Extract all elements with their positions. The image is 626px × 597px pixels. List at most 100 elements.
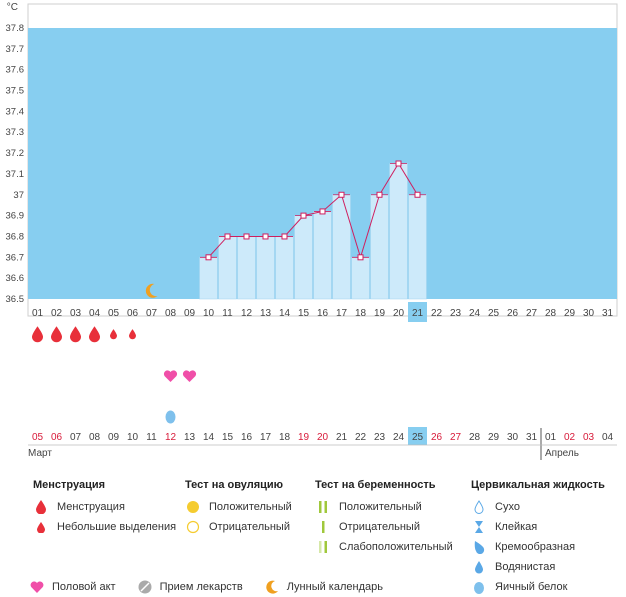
- temperature-bar: [218, 236, 237, 300]
- legend-menstruation-title: Менструация: [33, 479, 106, 491]
- cycle-day-label: 31: [602, 308, 614, 319]
- menstruation-drop-icon: [51, 326, 62, 343]
- legend-cervical-title: Цервикальная жидкость: [471, 479, 605, 491]
- y-tick-label: 37.5: [6, 86, 25, 97]
- cycle-day-label: 24: [469, 308, 481, 319]
- date-label: 28: [469, 432, 481, 443]
- date-label: 17: [260, 432, 272, 443]
- filled-circle-icon: [185, 500, 201, 514]
- legend-item-intercourse: Половой акт: [30, 581, 116, 593]
- moon-icon: [145, 283, 158, 298]
- date-label: 15: [222, 432, 234, 443]
- temperature-bar: [237, 236, 256, 300]
- cycle-day-label: 30: [583, 308, 595, 319]
- cycle-day-label: 26: [507, 308, 519, 319]
- date-label: 22: [355, 432, 367, 443]
- date-label: 27: [450, 432, 462, 443]
- cycle-day-label: 12: [241, 308, 253, 319]
- menstruation-drop-icon: [70, 326, 81, 343]
- date-label: 21: [336, 432, 348, 443]
- cycle-day-label: 11: [222, 308, 233, 319]
- legend-label: Водянистая: [495, 561, 556, 573]
- empty-drop-icon: [471, 500, 487, 514]
- date-label: 11: [146, 432, 157, 443]
- light-bleeding-drop-icon: [129, 329, 136, 340]
- legend-item-dry: Сухо: [471, 497, 605, 517]
- cycle-day-label: 29: [564, 308, 576, 319]
- legend-label: Небольшие выделения: [57, 521, 177, 533]
- temperature-bar: [256, 236, 275, 300]
- temperature-bar: [389, 163, 408, 300]
- temperature-bar: [199, 257, 218, 300]
- date-label: 10: [127, 432, 139, 443]
- cycle-day-label: 05: [108, 308, 120, 319]
- temperature-point: [224, 233, 231, 240]
- legend-label: Сухо: [495, 501, 520, 513]
- y-tick-label: 36.6: [6, 273, 25, 284]
- legend-label: Лунный календарь: [286, 581, 383, 593]
- temperature-bar: [294, 215, 313, 300]
- heart-icon: [30, 581, 44, 593]
- egg-white-icon: [165, 410, 176, 424]
- month-label-start: Март: [28, 448, 52, 459]
- legend-label: Яичный белок: [495, 581, 568, 593]
- temperature-point: [395, 160, 402, 167]
- cycle-day-label: 02: [51, 308, 63, 319]
- month-label-next: Апрель: [545, 448, 579, 459]
- cycle-day-label: 19: [374, 308, 386, 319]
- cycle-day-label: 15: [298, 308, 310, 319]
- date-label: 04: [602, 432, 614, 443]
- cycle-day-label: 03: [70, 308, 82, 319]
- date-label: 06: [51, 432, 63, 443]
- legend-item-sticky: Клейкая: [471, 517, 605, 537]
- temperature-point: [376, 191, 383, 198]
- cycle-day-label: 16: [317, 308, 329, 319]
- temperature-bar: [351, 257, 370, 300]
- temperature-bar: [313, 211, 332, 300]
- date-label: 01: [545, 432, 557, 443]
- one-line-icon: [315, 520, 331, 534]
- empty-circle-icon: [185, 520, 201, 534]
- y-tick-label: 37.7: [6, 44, 25, 55]
- y-axis-unit: °C: [7, 2, 18, 13]
- two-lines-icon: [315, 500, 331, 514]
- cycle-day-highlight: [408, 302, 427, 322]
- date-label: 12: [165, 432, 177, 443]
- legend-label: Отрицательный: [339, 521, 420, 533]
- legend-item-ovulation-negative: Отрицательный: [185, 517, 292, 537]
- y-tick-label: 37.8: [6, 23, 25, 34]
- cycle-day-label: 17: [336, 308, 348, 319]
- cycle-day-label: 09: [184, 308, 196, 319]
- faint-lines-icon: [315, 540, 331, 554]
- date-label: 18: [279, 432, 291, 443]
- legend-label: Слабоположительный: [339, 541, 453, 553]
- legend-menstruation: Менструация Менструация Небольшие выделе…: [33, 479, 176, 537]
- legend-item-pregnancy-negative: Отрицательный: [315, 517, 453, 537]
- temperature-point: [338, 191, 345, 198]
- y-tick-label: 36.7: [6, 252, 25, 263]
- date-label: 07: [70, 432, 82, 443]
- date-label: 31: [526, 432, 538, 443]
- legend-item-medication: Прием лекарств: [138, 580, 243, 594]
- date-label: 23: [374, 432, 386, 443]
- legend-label: Положительный: [339, 501, 422, 513]
- cycle-day-label: 01: [32, 308, 44, 319]
- cycle-day-label: 22: [431, 308, 443, 319]
- legend-item-pregnancy-weak: Слабоположительный: [315, 537, 453, 557]
- date-highlight: [408, 427, 427, 445]
- cycle-day-label: 07: [146, 308, 158, 319]
- legend-item-light-bleeding: Небольшие выделения: [33, 517, 176, 537]
- legend-item-pregnancy-positive: Положительный: [315, 497, 453, 517]
- hourglass-icon: [471, 520, 487, 534]
- date-label: 16: [241, 432, 253, 443]
- y-tick-label: 37: [13, 190, 24, 201]
- date-label: 30: [507, 432, 519, 443]
- cycle-day-label: 13: [260, 308, 272, 319]
- date-label: 13: [184, 432, 196, 443]
- date-label: 03: [583, 432, 595, 443]
- drop-icon: [471, 560, 487, 574]
- legend-item-creamy: Кремообразная: [471, 537, 605, 557]
- cycle-day-label: 23: [450, 308, 462, 319]
- menstruation-drop-icon: [32, 326, 43, 343]
- legend-label: Клейкая: [495, 521, 538, 533]
